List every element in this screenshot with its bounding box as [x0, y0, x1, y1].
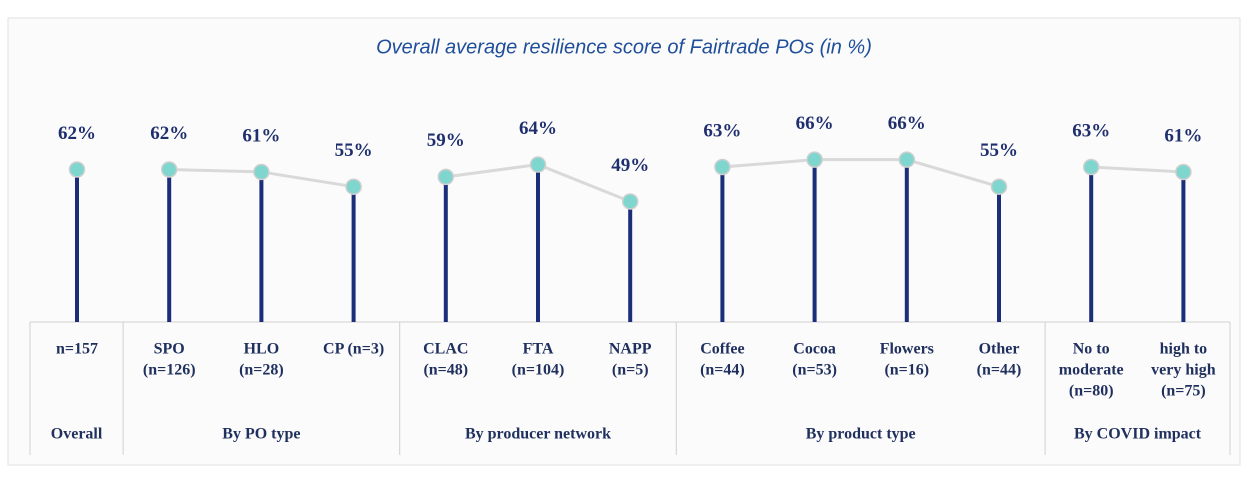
- value-label: 55%: [980, 140, 1018, 161]
- group-label: By PO type: [222, 426, 300, 443]
- category-label: (n=48): [423, 362, 468, 379]
- group-label: By COVID impact: [1074, 426, 1202, 443]
- chart-panel: [7, 17, 1241, 466]
- connector-line: [1091, 165, 1184, 174]
- category-label: NAPP: [609, 341, 652, 358]
- value-label: 62%: [58, 123, 96, 144]
- category-label: No to: [1073, 341, 1110, 358]
- category-label: (n=126): [143, 362, 196, 379]
- category-label: moderate: [1059, 362, 1124, 379]
- marker: [437, 168, 455, 186]
- marker: [160, 161, 178, 178]
- value-label: 64%: [519, 118, 557, 139]
- category-label: Coffee: [700, 341, 744, 358]
- value-label: 61%: [1164, 125, 1202, 146]
- category-label: Cocoa: [793, 341, 836, 358]
- category-label: Flowers: [880, 341, 934, 358]
- value-label: 63%: [703, 120, 741, 141]
- category-label: (n=75): [1161, 383, 1206, 400]
- category-label: (n=104): [512, 362, 565, 379]
- category-label: (n=80): [1069, 383, 1114, 400]
- category-label: (n=44): [977, 362, 1022, 379]
- marker: [621, 193, 639, 210]
- category-label: very high: [1151, 362, 1216, 379]
- category-label: HLO: [244, 341, 280, 358]
- category-label: FTA: [523, 341, 554, 358]
- marker: [898, 151, 916, 168]
- marker: [1082, 158, 1100, 176]
- value-label: 62%: [150, 123, 188, 144]
- category-label: (n=44): [700, 362, 745, 379]
- value-label: 66%: [888, 113, 926, 134]
- category-label: (n=5): [612, 362, 649, 379]
- marker: [529, 156, 547, 173]
- marker: [1175, 163, 1192, 181]
- marker: [345, 178, 362, 195]
- marker: [990, 178, 1008, 195]
- connector-line: [722, 158, 1000, 189]
- category-label: (n=28): [239, 362, 284, 379]
- category-label: (n=16): [884, 362, 929, 379]
- value-label: 59%: [427, 130, 465, 151]
- value-label: 55%: [335, 140, 373, 161]
- marker: [714, 158, 731, 176]
- category-label: (n=53): [792, 362, 837, 379]
- marker: [253, 163, 270, 181]
- category-label: n=157: [56, 341, 98, 358]
- group-label: Overall: [51, 426, 103, 443]
- value-label: 61%: [242, 125, 280, 146]
- value-label: 66%: [796, 113, 834, 134]
- group-label: By producer network: [465, 426, 611, 443]
- category-label: Other: [979, 341, 1020, 358]
- category-label: SPO: [154, 341, 185, 358]
- group-label: By product type: [806, 426, 916, 443]
- marker: [806, 151, 823, 168]
- value-label: 49%: [611, 155, 649, 176]
- value-label: 63%: [1072, 120, 1110, 141]
- category-label: CP (n=3): [323, 341, 384, 358]
- marker: [68, 161, 86, 178]
- category-label: high to: [1160, 341, 1208, 358]
- category-label: CLAC: [423, 341, 468, 358]
- chart-title: Overall average resilience score of Fair…: [376, 36, 872, 58]
